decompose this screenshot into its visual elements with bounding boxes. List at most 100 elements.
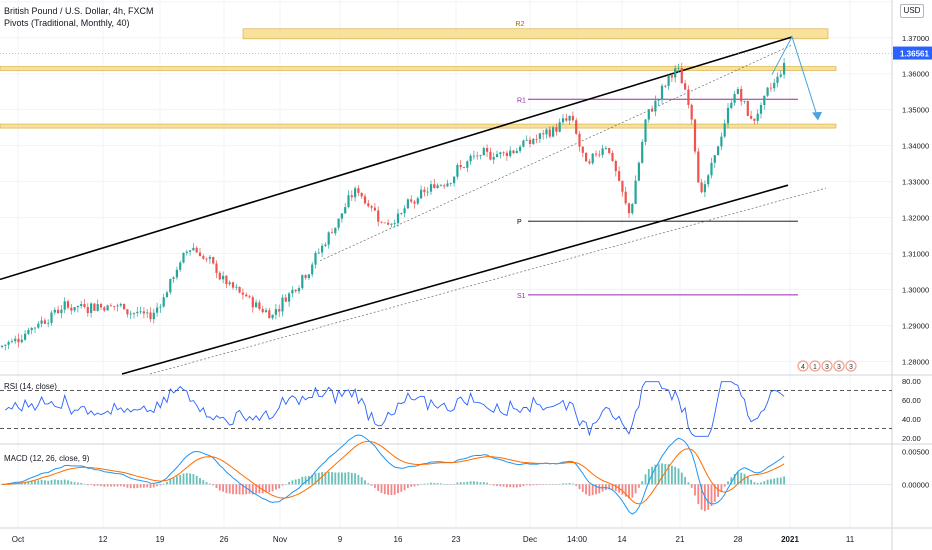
macd-histogram-bar bbox=[374, 484, 376, 488]
macd-histogram-bar bbox=[377, 484, 380, 491]
candle-body-down bbox=[238, 286, 241, 293]
candle-body-down bbox=[304, 275, 307, 278]
macd-histogram-bar bbox=[446, 484, 449, 485]
macd-histogram-bar bbox=[525, 484, 528, 486]
pivot-label-s1: S1 bbox=[517, 293, 526, 300]
candle-body-up bbox=[129, 313, 132, 315]
candle-body-up bbox=[733, 93, 736, 103]
candle-body-down bbox=[462, 167, 466, 168]
macd-histogram-bar bbox=[667, 464, 670, 485]
time-axis-tick: 19 bbox=[156, 535, 165, 544]
macd-histogram-bar bbox=[146, 484, 149, 488]
macd-histogram-bar bbox=[568, 482, 571, 485]
macd-histogram-bar bbox=[159, 484, 162, 486]
candle-body-up bbox=[561, 118, 565, 123]
macd-histogram-bar bbox=[413, 484, 416, 487]
candle-body-up bbox=[515, 150, 518, 154]
time-axis-tick: 23 bbox=[452, 535, 461, 544]
candle-body-up bbox=[152, 312, 155, 320]
candle-body-up bbox=[552, 127, 555, 137]
candle-body-up bbox=[674, 68, 677, 78]
candle-body-up bbox=[159, 306, 162, 308]
candle-body-down bbox=[459, 164, 462, 168]
candle-body-down bbox=[57, 309, 60, 314]
candle-body-down bbox=[476, 155, 479, 157]
candle-body-down bbox=[86, 307, 89, 313]
candle-body-up bbox=[344, 207, 347, 214]
candle-body-down bbox=[618, 171, 621, 181]
macd-histogram-bar bbox=[459, 482, 462, 485]
macd-histogram-bar bbox=[222, 484, 224, 492]
currency-button[interactable]: USD bbox=[900, 4, 924, 18]
macd-histogram-bar bbox=[624, 484, 627, 497]
candle-body-up bbox=[446, 183, 449, 187]
rsi-axis-tick: 60.00 bbox=[902, 396, 921, 405]
macd-histogram-bar bbox=[40, 479, 43, 485]
macd-histogram-bar bbox=[614, 484, 617, 492]
macd-histogram-bar bbox=[509, 484, 512, 488]
macd-histogram-bar bbox=[143, 484, 145, 488]
event-marker-label: 3 bbox=[849, 364, 853, 371]
resistance-zone bbox=[242, 28, 829, 40]
macd-histogram-bar bbox=[185, 473, 188, 485]
candle-body-up bbox=[162, 297, 165, 307]
macd-histogram-bar bbox=[773, 478, 776, 485]
macd-histogram-bar bbox=[63, 479, 66, 485]
macd-histogram-bar bbox=[77, 482, 79, 485]
candle-body-down bbox=[693, 119, 697, 152]
macd-histogram-bar bbox=[684, 476, 686, 485]
candle-body-down bbox=[245, 294, 248, 297]
price-axis-tick: 1.29000 bbox=[902, 321, 929, 330]
projection-path bbox=[771, 35, 819, 119]
candle-body-down bbox=[360, 192, 363, 197]
macd-pane: MACD (12, 26, close, 9) bbox=[0, 434, 892, 515]
macd-histogram-bar bbox=[136, 484, 139, 489]
candle-body-down bbox=[218, 272, 221, 280]
candle-body-up bbox=[634, 180, 637, 205]
candle-body-down bbox=[251, 297, 254, 308]
event-marker-label: 3 bbox=[837, 364, 841, 371]
candle-body-up bbox=[80, 303, 83, 306]
macd-histogram-bar bbox=[420, 484, 422, 485]
macd-histogram-bar bbox=[308, 475, 310, 485]
event-marker-label: 3 bbox=[825, 364, 829, 371]
candle-body-down bbox=[581, 146, 584, 153]
macd-histogram-bar bbox=[647, 469, 650, 485]
candle-body-up bbox=[532, 138, 535, 144]
candle-body-down bbox=[624, 191, 627, 204]
macd-histogram-bar bbox=[93, 484, 96, 486]
projection-arrow[interactable]: 4 1 3 3 3 bbox=[771, 35, 857, 372]
macd-histogram-bar bbox=[585, 484, 587, 495]
macd-histogram-bar bbox=[717, 484, 719, 497]
candle-body-up bbox=[743, 101, 746, 102]
macd-histogram-bar bbox=[390, 484, 393, 496]
macd-histogram-bar bbox=[506, 484, 508, 488]
candle-body-up bbox=[172, 277, 175, 279]
macd-histogram-bar bbox=[192, 474, 195, 485]
macd-histogram-bar bbox=[324, 472, 327, 485]
macd-histogram-bar bbox=[53, 479, 56, 485]
candle-body-up bbox=[119, 303, 122, 306]
candle-body-up bbox=[641, 141, 644, 163]
macd-histogram-bar bbox=[641, 481, 644, 485]
candle-body-up bbox=[703, 184, 706, 193]
candle-body-up bbox=[235, 286, 238, 288]
rsi-title: RSI (14, close) bbox=[4, 382, 57, 391]
candle-body-down bbox=[443, 185, 446, 187]
macd-histogram-bar bbox=[453, 484, 455, 485]
last-price-tag bbox=[893, 46, 932, 60]
candle-body-down bbox=[215, 263, 218, 273]
rsi-axis-tick: 20.00 bbox=[902, 434, 921, 443]
macd-histogram-bar bbox=[364, 480, 366, 485]
time-axis-tick: 28 bbox=[734, 535, 743, 544]
macd-histogram-bar bbox=[756, 482, 759, 485]
macd-histogram-bar bbox=[403, 484, 406, 491]
candle-body-up bbox=[228, 282, 231, 285]
macd-histogram-bar bbox=[710, 484, 713, 507]
macd-histogram-bar bbox=[565, 483, 568, 485]
trend-channel[interactable] bbox=[0, 36, 827, 375]
candle-body-down bbox=[614, 161, 617, 172]
macd-histogram-bar bbox=[133, 484, 135, 489]
macd-histogram-bar bbox=[581, 484, 584, 492]
